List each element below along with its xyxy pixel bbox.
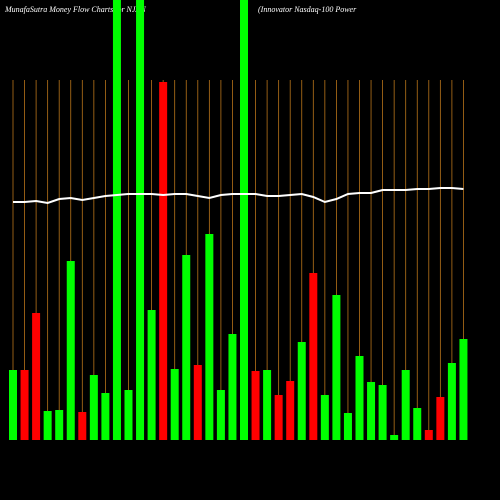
bar bbox=[193, 365, 202, 440]
bar bbox=[297, 342, 306, 440]
bar bbox=[228, 334, 237, 440]
bar bbox=[343, 413, 352, 440]
lines bbox=[13, 187, 464, 205]
bar bbox=[136, 0, 145, 440]
bar bbox=[309, 273, 318, 440]
bar bbox=[332, 295, 341, 440]
bars bbox=[9, 0, 468, 440]
bar bbox=[32, 313, 41, 440]
bar bbox=[159, 82, 168, 440]
chart-subtitle: (Innovator Nasdaq-100 Power bbox=[258, 5, 357, 14]
bar bbox=[216, 390, 225, 440]
bar bbox=[55, 410, 64, 440]
bar bbox=[205, 234, 214, 440]
bar bbox=[263, 370, 272, 440]
bar bbox=[182, 255, 191, 440]
bar bbox=[66, 261, 75, 440]
bar bbox=[251, 371, 260, 440]
bar bbox=[147, 310, 156, 440]
chart-title: MunafaSutra Money Flow Charts for NJAN bbox=[4, 5, 146, 14]
bar bbox=[9, 370, 17, 440]
bar bbox=[78, 412, 87, 440]
bar bbox=[390, 435, 399, 440]
bar bbox=[436, 397, 445, 440]
bar bbox=[43, 411, 52, 440]
bar bbox=[20, 370, 29, 440]
bar bbox=[240, 0, 248, 440]
bar bbox=[355, 356, 364, 440]
money-flow-line bbox=[13, 187, 464, 205]
bar bbox=[286, 381, 295, 440]
bar bbox=[378, 385, 387, 440]
bar bbox=[447, 363, 456, 440]
bar bbox=[89, 375, 98, 440]
bar bbox=[424, 430, 433, 440]
bar bbox=[274, 395, 283, 440]
bar bbox=[459, 339, 468, 440]
bar bbox=[413, 408, 422, 440]
bar bbox=[170, 369, 179, 440]
bar bbox=[367, 382, 376, 440]
bar bbox=[124, 390, 133, 440]
bar bbox=[112, 0, 121, 440]
bar bbox=[320, 395, 329, 440]
bar bbox=[401, 370, 410, 440]
bar bbox=[101, 393, 110, 440]
